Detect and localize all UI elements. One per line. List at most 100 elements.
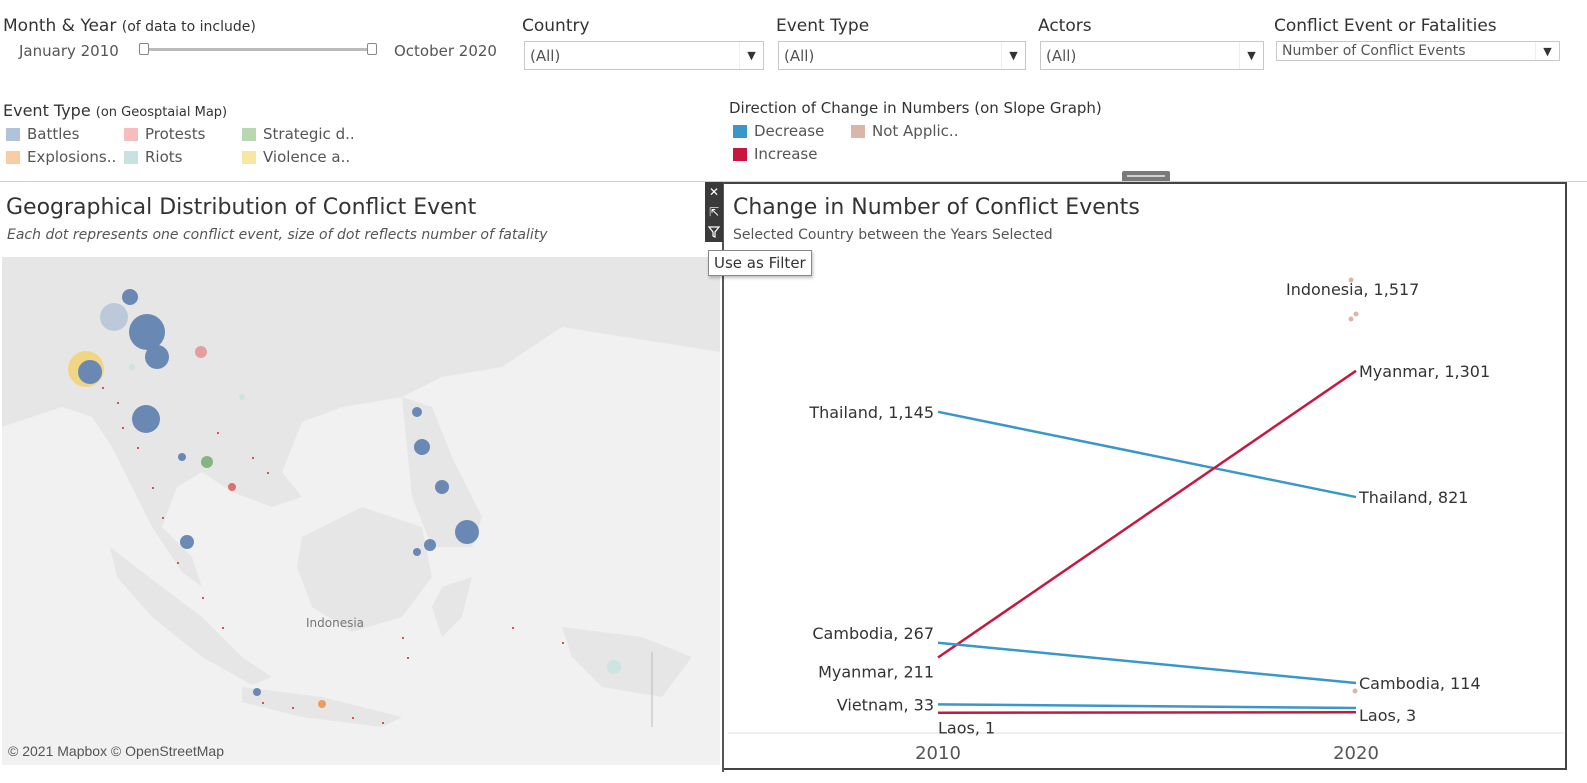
event-dot xyxy=(177,562,179,564)
event-dots xyxy=(68,289,621,708)
slope-label-indonesia-2020: Indonesia, 1,517 xyxy=(1286,280,1419,299)
event-dot xyxy=(607,660,621,674)
slope-line-laos[interactable] xyxy=(937,710,1357,714)
date-end-handle[interactable] xyxy=(367,43,377,55)
event-dot xyxy=(195,346,207,358)
slope-label-cambodia-2010: Cambodia, 267 xyxy=(812,624,934,643)
slope-label-thailand-2010: Thailand, 1,145 xyxy=(808,403,934,422)
not-applicable-mark[interactable] xyxy=(1352,688,1358,694)
slope-line-cambodia[interactable] xyxy=(937,641,1357,685)
slope-line-myanmar[interactable] xyxy=(937,369,1357,659)
borneo-landmass xyxy=(297,507,432,632)
not-applicable-mark[interactable] xyxy=(1348,277,1354,283)
actors-dropdown[interactable]: (All) ▼ xyxy=(1040,41,1264,70)
x-tick-label-2020: 2020 xyxy=(1333,743,1379,764)
slope-graph[interactable]: Thailand, 1,145 Thailand, 821 Myanmar, 211… xyxy=(728,255,1564,767)
legend-swatch xyxy=(851,124,865,138)
event-dot xyxy=(137,447,139,449)
date-start-label: January 2010 xyxy=(19,42,119,60)
event-type-filter-label: Event Type xyxy=(776,16,870,36)
slope-line-vietnam[interactable] xyxy=(937,703,1357,710)
sulawesi-landmass xyxy=(432,577,472,637)
slope-label-laos-2010: Laos, 1 xyxy=(938,719,995,738)
country-dropdown[interactable]: (All) ▼ xyxy=(524,41,764,70)
event-dot xyxy=(424,539,436,551)
legend-swatch xyxy=(124,150,138,164)
event-dot xyxy=(414,439,430,455)
map-region-label: Indonesia xyxy=(306,616,365,630)
date-filter-title: Month & Year xyxy=(3,16,117,36)
panel-divider xyxy=(722,182,724,772)
philippines-landmass xyxy=(402,397,482,547)
legend-item-decrease[interactable]: Decrease xyxy=(733,122,824,140)
legend-swatch xyxy=(242,127,256,141)
use-as-filter-tooltip: Use as Filter xyxy=(708,250,812,276)
chevron-down-icon[interactable]: ▼ xyxy=(1001,42,1025,69)
event-dot xyxy=(228,483,236,491)
slope-labels: Thailand, 1,145 Thailand, 821 Myanmar, 211… xyxy=(808,280,1490,738)
event-dot xyxy=(129,314,165,350)
legend-item-protests[interactable]: Protests xyxy=(124,125,205,143)
section-divider xyxy=(0,181,1587,182)
event-dot xyxy=(402,637,404,639)
chevron-down-icon[interactable]: ▼ xyxy=(1535,42,1559,60)
legend-item-explosions[interactable]: Explosions.. xyxy=(6,148,116,166)
map-credit[interactable]: © 2021 Mapbox © OpenStreetMap xyxy=(8,743,224,759)
resize-grip[interactable] xyxy=(1122,171,1170,181)
date-start-handle[interactable] xyxy=(139,43,149,55)
event-dot xyxy=(180,535,194,549)
legend-swatch xyxy=(733,124,747,138)
event-dot xyxy=(267,472,269,474)
measure-dropdown[interactable]: Number of Conflict Events ▼ xyxy=(1276,41,1560,61)
x-axis-ticks: 2010 2020 xyxy=(915,743,1379,764)
open-external-icon[interactable]: ⇱ xyxy=(705,202,723,222)
event-dot xyxy=(352,717,354,719)
legend-item-violence[interactable]: Violence a.. xyxy=(242,148,350,166)
legend-item-battles[interactable]: Battles xyxy=(6,125,79,143)
event-dot xyxy=(318,700,326,708)
event-dot xyxy=(222,627,224,629)
geospatial-map[interactable]: Indonesia © 2021 Mapbox © OpenStreetMap xyxy=(2,257,720,765)
event-type-dropdown[interactable]: (All) ▼ xyxy=(778,41,1026,70)
legend-item-riots[interactable]: Riots xyxy=(124,148,182,166)
legend-label: Riots xyxy=(145,148,183,166)
slope-line-thailand[interactable] xyxy=(937,410,1357,499)
slope-label-laos-2020: Laos, 3 xyxy=(1359,706,1416,725)
event-dot xyxy=(292,707,294,709)
slope-point-indonesia[interactable] xyxy=(1353,311,1359,317)
measure-dropdown-value: Number of Conflict Events xyxy=(1282,43,1466,59)
close-icon[interactable]: ✕ xyxy=(705,182,723,202)
date-range-slider[interactable] xyxy=(144,48,374,51)
event-dot xyxy=(152,487,154,489)
measure-filter-label: Conflict Event or Fatalities xyxy=(1274,16,1497,36)
not-applicable-mark[interactable] xyxy=(1348,316,1354,322)
event-type-legend-title: Event Type (on Geosptaial Map) xyxy=(3,101,227,120)
event-dot xyxy=(102,387,104,389)
event-type-dropdown-value: (All) xyxy=(784,46,815,65)
event-dot xyxy=(412,407,422,417)
event-dot xyxy=(202,597,204,599)
legend-swatch xyxy=(733,147,747,161)
event-dot xyxy=(512,627,514,629)
event-type-legend-subtitle: (on Geosptaial Map) xyxy=(95,105,228,120)
filter-icon[interactable] xyxy=(705,222,723,242)
chevron-down-icon[interactable]: ▼ xyxy=(1239,42,1263,69)
event-dot xyxy=(100,303,128,331)
direction-legend-title: Direction of Change in Numbers (on Slope… xyxy=(729,99,1102,117)
event-dot xyxy=(252,457,254,459)
date-end-label: October 2020 xyxy=(394,42,497,60)
map-panel-subtitle: Each dot represents one conflict event, … xyxy=(7,227,548,243)
event-dot xyxy=(239,394,245,400)
legend-label: Explosions.. xyxy=(27,148,117,166)
event-dot xyxy=(201,456,213,468)
date-filter-label: Month & Year (of data to include) xyxy=(3,16,256,36)
legend-swatch xyxy=(242,150,256,164)
legend-item-not-applicable[interactable]: Not Applic.. xyxy=(851,122,958,140)
slope-label-myanmar-2020: Myanmar, 1,301 xyxy=(1359,362,1490,381)
legend-item-increase[interactable]: Increase xyxy=(733,145,817,163)
event-dot xyxy=(178,453,186,461)
new-guinea-landmass xyxy=(562,627,692,697)
chevron-down-icon[interactable]: ▼ xyxy=(739,42,763,69)
legend-item-strategic[interactable]: Strategic d.. xyxy=(242,125,355,143)
slope-label-thailand-2020: Thailand, 821 xyxy=(1358,488,1468,507)
